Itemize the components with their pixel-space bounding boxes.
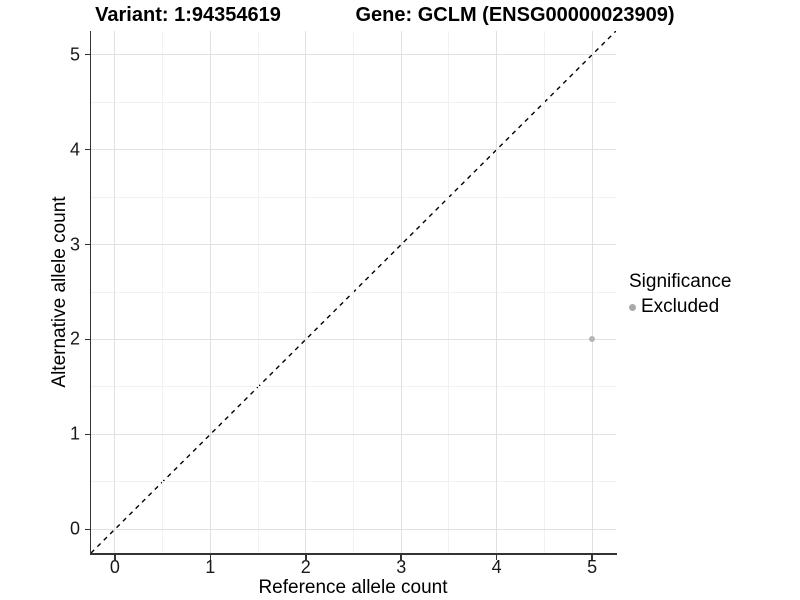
x-tick-mark: [591, 554, 593, 560]
legend-item-excluded: Excluded: [629, 296, 731, 318]
y-major-gridline: [91, 338, 616, 340]
x-tick-label: 4: [491, 557, 502, 577]
x-tick-label: 5: [587, 557, 598, 577]
legend-title: Significance: [629, 271, 732, 292]
y-tick-mark: [84, 148, 90, 151]
x-tick-label: 2: [300, 557, 311, 577]
y-tick-mark: [84, 243, 90, 246]
y-minor-gridline: [91, 101, 616, 103]
y-tick-mark: [84, 433, 90, 436]
y-axis-title: Alternative allele count: [49, 196, 70, 388]
y-major-gridline: [91, 528, 616, 530]
y-major-gridline: [91, 244, 616, 246]
plot-panel: [91, 31, 616, 553]
y-tick-label: 3: [69, 234, 80, 255]
x-major-gridline: [591, 31, 593, 553]
x-tick-label: 3: [396, 557, 407, 577]
legend-item-label: Excluded: [641, 296, 720, 317]
y-minor-gridline: [91, 481, 616, 483]
x-axis-title: Reference allele count: [258, 577, 448, 598]
x-major-gridline: [305, 31, 307, 553]
x-major-gridline: [496, 31, 498, 553]
y-tick-label: 4: [69, 139, 80, 160]
y-tick-label: 2: [69, 328, 80, 349]
x-tick-mark: [495, 554, 498, 560]
x-tick-mark: [400, 554, 402, 560]
y-tick-mark: [84, 338, 90, 341]
x-axis-line: [89, 553, 617, 555]
y-tick-mark: [84, 53, 90, 56]
legend: Significance Excluded: [629, 271, 731, 318]
x-tick-label: 1: [205, 557, 216, 577]
y-axis-line: [89, 31, 91, 555]
x-major-gridline: [114, 31, 116, 553]
x-tick-mark: [305, 554, 307, 560]
x-tick-mark: [114, 554, 116, 560]
y-tick-label: 1: [69, 423, 80, 444]
plot-title-variant: Variant: 1:94354619: [95, 4, 281, 26]
y-major-gridline: [91, 149, 616, 151]
y-tick-label: 0: [69, 518, 80, 539]
y-minor-gridline: [91, 196, 616, 198]
x-tick-label: 0: [109, 557, 120, 577]
y-major-gridline: [91, 433, 616, 435]
y-major-gridline: [91, 54, 616, 56]
y-tick-mark: [84, 528, 90, 531]
x-major-gridline: [209, 31, 211, 553]
y-minor-gridline: [91, 291, 616, 293]
x-tick-mark: [209, 554, 212, 560]
data-point: [589, 336, 596, 343]
plot-title-gene: Gene: GCLM (ENSG00000023909): [355, 4, 675, 26]
legend-key-dot-icon: [629, 303, 636, 311]
y-tick-label: 5: [69, 44, 80, 65]
y-minor-gridline: [91, 386, 616, 388]
x-major-gridline: [400, 31, 402, 553]
